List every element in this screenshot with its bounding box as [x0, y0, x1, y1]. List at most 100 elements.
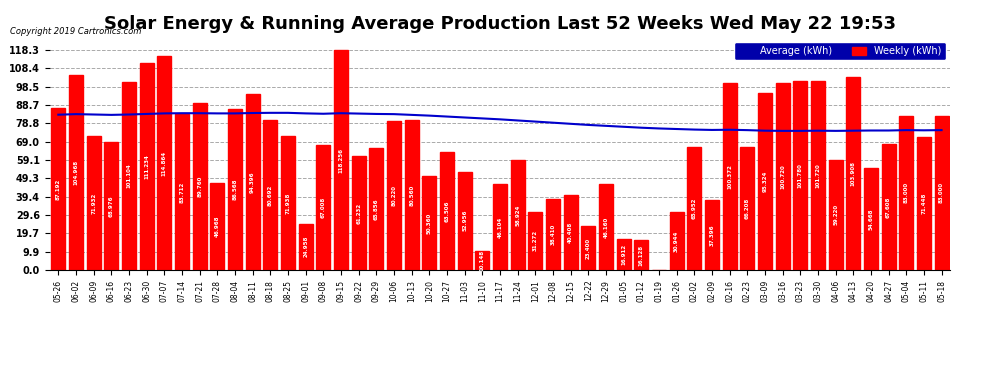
Text: 100.372: 100.372 [727, 164, 732, 189]
Bar [793, 81, 807, 270]
Text: 71.448: 71.448 [922, 193, 927, 214]
Text: 118.256: 118.256 [339, 147, 344, 172]
Bar [635, 240, 648, 270]
Bar [864, 168, 878, 270]
Text: 65.856: 65.856 [374, 198, 379, 219]
Bar [705, 201, 719, 270]
Text: 23.400: 23.400 [586, 238, 591, 259]
Title: Solar Energy & Running Average Production Last 52 Weeks Wed May 22 19:53: Solar Energy & Running Average Productio… [104, 15, 896, 33]
Text: 10.148: 10.148 [480, 250, 485, 271]
Bar [263, 120, 277, 270]
Bar [723, 83, 737, 270]
Text: 83.000: 83.000 [904, 182, 909, 203]
Bar [387, 121, 401, 270]
Bar [511, 160, 525, 270]
Text: 31.272: 31.272 [533, 230, 538, 252]
Bar [545, 198, 560, 270]
Text: 87.192: 87.192 [55, 178, 60, 200]
Text: 59.220: 59.220 [833, 204, 839, 225]
Text: 46.968: 46.968 [215, 216, 220, 237]
Text: 63.506: 63.506 [445, 200, 449, 222]
Text: 114.864: 114.864 [161, 151, 167, 176]
Bar [935, 116, 948, 270]
Text: 80.220: 80.220 [391, 185, 396, 206]
Bar [475, 251, 489, 270]
Bar [51, 108, 65, 270]
Text: 101.720: 101.720 [816, 163, 821, 188]
Text: 71.932: 71.932 [91, 192, 96, 214]
Text: Copyright 2019 Cartronics.com: Copyright 2019 Cartronics.com [10, 27, 142, 36]
Bar [741, 147, 754, 270]
Text: 68.976: 68.976 [109, 195, 114, 217]
Bar [122, 82, 136, 270]
Bar [69, 75, 83, 270]
Bar [299, 224, 313, 270]
Bar [193, 103, 207, 270]
Bar [422, 176, 437, 270]
Bar [351, 156, 365, 270]
Bar [457, 171, 471, 270]
Legend: Average (kWh), Weekly (kWh): Average (kWh), Weekly (kWh) [735, 42, 945, 60]
Bar [246, 94, 259, 270]
Text: 16.128: 16.128 [639, 244, 644, 266]
Text: 67.008: 67.008 [321, 197, 326, 218]
Text: 38.410: 38.410 [550, 224, 555, 245]
Text: 46.104: 46.104 [497, 216, 503, 238]
Text: 80.692: 80.692 [268, 184, 273, 206]
Bar [175, 114, 189, 270]
Text: 37.396: 37.396 [710, 225, 715, 246]
Bar [669, 213, 684, 270]
Bar [581, 226, 595, 270]
Bar [140, 63, 153, 270]
Text: 111.234: 111.234 [145, 154, 149, 179]
Text: 16.912: 16.912 [621, 244, 626, 265]
Bar [811, 81, 825, 270]
Bar [599, 184, 613, 270]
Bar [316, 146, 331, 270]
Bar [86, 136, 101, 270]
Bar [563, 195, 578, 270]
Text: 66.208: 66.208 [744, 198, 749, 219]
Bar [846, 77, 860, 270]
Bar [881, 144, 896, 270]
Text: 54.668: 54.668 [868, 209, 873, 230]
Text: 61.232: 61.232 [356, 202, 361, 223]
Text: 86.568: 86.568 [233, 179, 238, 200]
Text: 89.760: 89.760 [197, 176, 202, 197]
Text: 95.324: 95.324 [762, 171, 767, 192]
Text: 80.560: 80.560 [409, 184, 414, 206]
Bar [917, 137, 931, 270]
Text: 83.000: 83.000 [940, 182, 944, 203]
Bar [405, 120, 419, 270]
Bar [493, 184, 507, 270]
Text: 50.360: 50.360 [427, 213, 432, 234]
Bar [758, 93, 772, 270]
Bar [369, 147, 383, 270]
Text: 67.608: 67.608 [886, 196, 891, 218]
Text: 103.908: 103.908 [850, 161, 855, 186]
Bar [104, 142, 119, 270]
Text: 83.712: 83.712 [179, 182, 184, 203]
Bar [687, 147, 701, 270]
Text: 40.408: 40.408 [568, 222, 573, 243]
Text: 24.958: 24.958 [303, 236, 308, 258]
Text: 71.938: 71.938 [285, 192, 290, 214]
Bar [281, 136, 295, 270]
Bar [899, 116, 914, 270]
Text: 65.952: 65.952 [692, 198, 697, 219]
Text: 94.396: 94.396 [250, 171, 255, 193]
Bar [529, 212, 543, 270]
Bar [775, 82, 790, 270]
Text: 58.924: 58.924 [515, 204, 520, 226]
Bar [440, 152, 454, 270]
Bar [228, 109, 242, 270]
Text: 46.160: 46.160 [604, 216, 609, 238]
Text: 104.968: 104.968 [73, 160, 78, 185]
Text: 100.720: 100.720 [780, 164, 785, 189]
Bar [157, 56, 171, 270]
Text: 52.956: 52.956 [462, 210, 467, 231]
Bar [829, 160, 842, 270]
Bar [617, 238, 631, 270]
Text: 30.944: 30.944 [674, 231, 679, 252]
Bar [334, 50, 348, 270]
